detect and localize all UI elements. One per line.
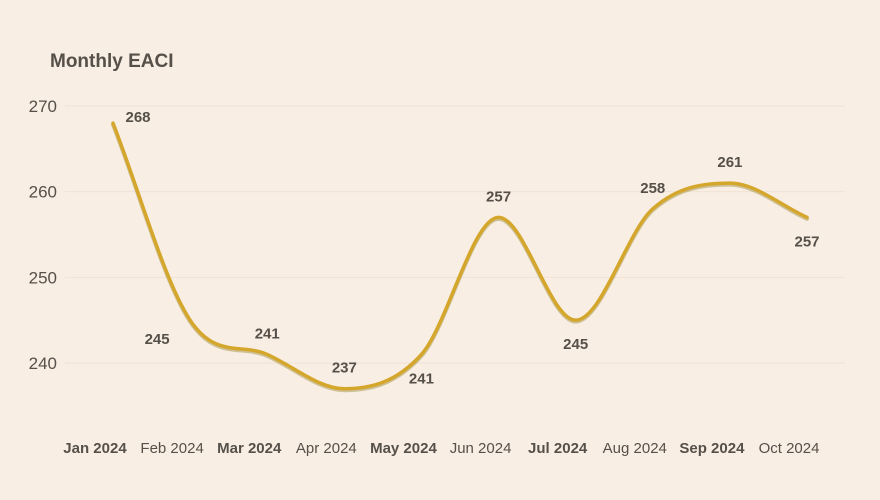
data-label: 241: [255, 325, 280, 342]
x-tick-label: Apr 2024: [296, 440, 357, 457]
series-line: [111, 121, 809, 391]
y-tick-label: 260: [29, 183, 57, 202]
y-axis-ticks: 240 250 260 270: [29, 97, 57, 373]
chart-title: Monthly EACI: [50, 51, 174, 72]
y-tick-label: 270: [29, 97, 57, 116]
data-label: 268: [125, 109, 150, 126]
data-label: 258: [640, 180, 665, 197]
data-label: 261: [717, 154, 742, 171]
x-tick-label: Jan 2024: [63, 440, 127, 457]
data-labels: 268 245 241 237 241 257 245 258 261 257: [125, 109, 819, 387]
series-lines: [111, 121, 809, 393]
y-tick-label: 240: [29, 354, 57, 373]
x-tick-label: May 2024: [370, 440, 437, 457]
x-tick-label: Jun 2024: [450, 440, 512, 457]
y-tick-label: 250: [29, 268, 57, 287]
data-label: 257: [794, 233, 819, 250]
x-tick-label: Mar 2024: [217, 440, 282, 457]
x-tick-label: Feb 2024: [140, 440, 203, 457]
data-label: 245: [145, 331, 170, 348]
data-label: 257: [486, 188, 511, 205]
x-tick-label: Jul 2024: [528, 440, 588, 457]
gridlines: [65, 105, 845, 364]
data-label: 245: [563, 336, 588, 353]
x-tick-label: Aug 2024: [603, 440, 667, 457]
data-label: 241: [409, 370, 434, 387]
data-label: 237: [332, 360, 357, 377]
series-line-shadow: [111, 122, 809, 393]
x-tick-label: Sep 2024: [679, 440, 745, 457]
x-axis-ticks: Jan 2024 Feb 2024 Mar 2024 Apr 2024 May 2024…: [63, 440, 819, 457]
x-tick-label: Oct 2024: [759, 440, 820, 457]
